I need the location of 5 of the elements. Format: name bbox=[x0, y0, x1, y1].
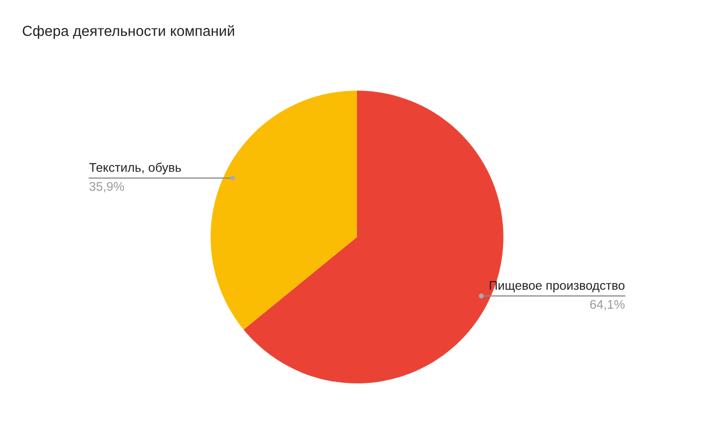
pie-slice bbox=[210, 90, 357, 330]
chart-title: Сфера деятельности компаний bbox=[22, 25, 234, 39]
data-label: 64,1% bbox=[590, 300, 625, 310]
data-label: 35,9% bbox=[89, 182, 124, 192]
slice-label: Текстиль, обувь bbox=[89, 162, 181, 174]
